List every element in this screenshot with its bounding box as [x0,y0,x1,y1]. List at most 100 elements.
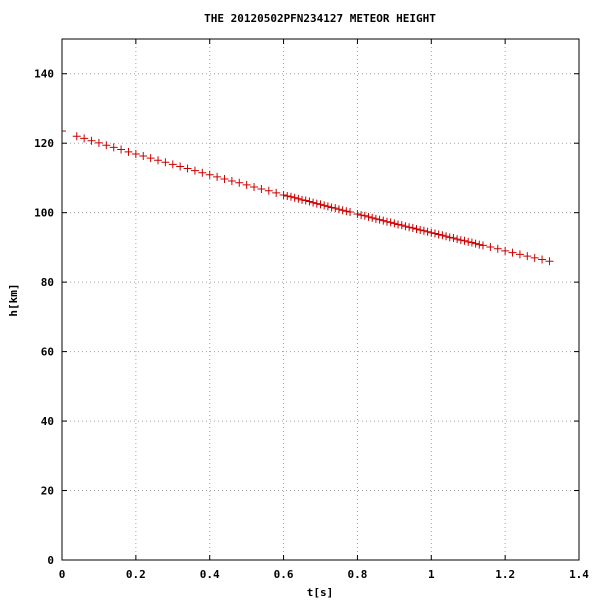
data-point [183,164,192,173]
data-point [438,231,447,240]
data-point [523,252,532,261]
data-point [131,149,140,158]
data-point [290,193,299,202]
data-point [412,224,421,233]
data-point [460,236,469,245]
data-point [342,207,351,216]
data-point [235,178,244,187]
y-tick-label: 0 [47,554,54,567]
data-point [124,147,133,156]
data-point [168,160,177,169]
data-point [161,158,170,167]
data-point [117,145,126,154]
data-point [220,174,229,183]
data-point [305,197,314,206]
data-point [453,235,462,244]
data-point [198,168,207,177]
y-tick-label: 20 [41,485,54,498]
data-point [445,233,454,242]
data-point [442,232,451,241]
data-point [320,201,329,210]
data-point [102,141,111,150]
data-point [501,246,510,255]
data-point [416,226,425,235]
y-tick-label: 140 [34,68,54,81]
data-point [272,188,281,197]
data-point [371,214,380,223]
data-point [493,244,502,253]
data-point [323,202,332,211]
data-point [257,185,266,194]
data-point [227,177,236,186]
data-point [312,199,321,208]
data-point [360,211,369,220]
data-point [364,212,373,221]
x-tick-label: 1 [428,568,435,581]
data-point [368,213,377,222]
data-point [375,215,384,224]
data-point [283,191,292,200]
data-points [62,130,554,266]
data-point [449,234,458,243]
data-point [154,156,163,165]
data-point [213,172,222,181]
data-point [475,240,484,249]
data-point [386,218,395,227]
data-point [309,198,318,207]
data-point [250,182,259,191]
data-point [467,238,476,247]
data-point [394,220,403,229]
data-point [109,143,118,152]
data-point [434,230,443,239]
data-point [294,194,303,203]
data-point [530,253,539,262]
data-point [264,186,273,195]
data-point [486,243,495,252]
x-tick-labels: 0 0.2 0.4 0.6 0.8 1 1.2 1.4 [59,568,590,581]
data-point [419,226,428,235]
y-tick-label: 60 [41,346,54,359]
data-point [316,200,325,209]
tick-marks [61,39,580,561]
data-point [139,152,148,161]
x-tick-label: 0.6 [274,568,294,581]
y-tick-label: 80 [41,276,54,289]
data-point [408,223,417,232]
data-point [427,228,436,237]
data-point [301,196,310,205]
data-point [456,236,465,245]
data-point [397,221,406,230]
data-point [338,206,347,215]
x-tick-label: 1.2 [495,568,515,581]
data-point [346,207,355,216]
data-point [190,166,199,175]
data-point [205,170,214,179]
y-axis-label: h[km] [7,283,20,316]
data-point [72,132,81,141]
y-tick-label: 100 [34,207,54,220]
data-point [382,217,391,226]
plot-frame [61,38,580,561]
chart-title: THE 20120502PFN234127 METEOR HEIGHT [204,12,436,25]
grid [62,39,579,560]
data-point [508,248,517,257]
data-point [146,154,155,163]
data-point [353,210,362,219]
data-point [545,257,554,266]
x-axis-label: t[s] [307,586,334,599]
data-point [331,204,340,213]
x-tick-label: 1.4 [569,568,589,581]
data-point [515,250,524,259]
data-point [80,134,89,143]
data-point [471,239,480,248]
data-point [379,216,388,225]
data-point [242,180,251,189]
data-point [401,222,410,231]
x-tick-label: 0.8 [347,568,367,581]
data-point [327,203,336,212]
data-point [423,227,432,236]
data-point [286,192,295,201]
data-point [357,211,366,220]
x-tick-label: 0.2 [126,568,146,581]
data-point [464,237,473,246]
